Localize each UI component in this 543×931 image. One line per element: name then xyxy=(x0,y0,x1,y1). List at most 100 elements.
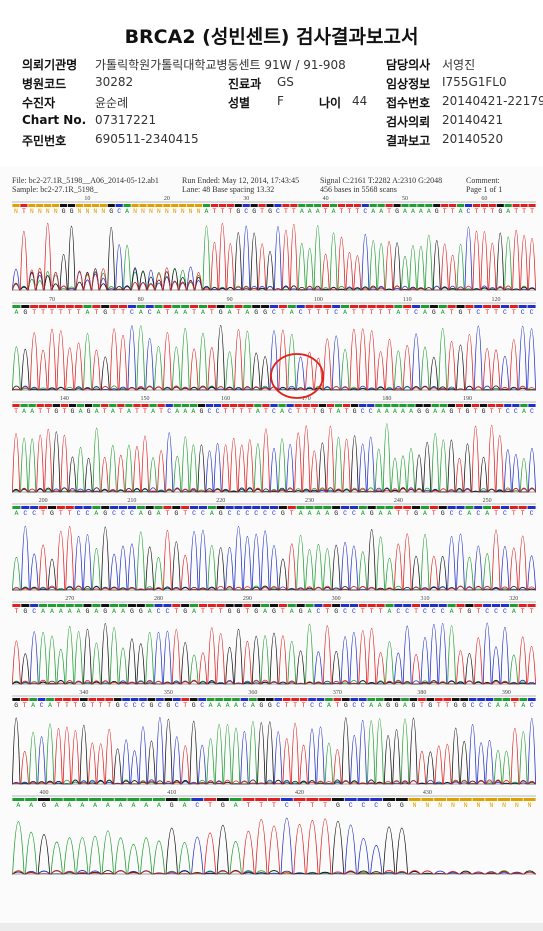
base-call: A xyxy=(403,702,407,709)
base-call: G xyxy=(103,510,107,517)
quality-mark xyxy=(512,404,520,407)
quality-mark xyxy=(136,305,145,308)
patient-value: 윤순례 xyxy=(95,96,129,110)
quality-mark xyxy=(136,506,145,509)
base-call: T xyxy=(32,309,36,316)
quality-mark xyxy=(341,506,350,509)
quality-mark xyxy=(165,798,178,801)
quality-mark xyxy=(243,305,252,308)
position-tick-label: 370 xyxy=(333,690,342,696)
base-call: A xyxy=(29,802,33,809)
position-tick-label: 220 xyxy=(216,498,225,504)
quality-mark xyxy=(341,604,350,607)
quality-mark xyxy=(344,798,357,801)
quality-mark xyxy=(181,305,190,308)
quality-mark xyxy=(110,305,119,308)
base-call: A xyxy=(14,309,18,316)
quality-mark xyxy=(451,698,460,701)
base-call: T xyxy=(281,309,285,316)
quality-mark xyxy=(480,204,488,207)
quality-mark xyxy=(409,698,418,701)
base-call: G xyxy=(130,608,134,615)
base-call: T xyxy=(281,608,285,615)
department-value: GS xyxy=(277,75,294,89)
base-call: C xyxy=(521,309,525,316)
quality-mark xyxy=(190,604,199,607)
position-tick-label: 70 xyxy=(49,297,55,303)
quality-mark xyxy=(234,604,243,607)
base-call: G xyxy=(259,702,263,709)
base-call: C xyxy=(192,510,196,517)
base-call: G xyxy=(103,309,107,316)
base-call: G xyxy=(414,510,418,517)
quality-mark xyxy=(234,506,243,509)
chromatogram-page: File: bc2-27.1R_5198__A06_2014-05-12.ab1… xyxy=(0,166,543,923)
quality-mark xyxy=(268,798,280,801)
base-call: A xyxy=(290,309,294,316)
quality-mark xyxy=(403,305,412,308)
base-call: G xyxy=(459,309,463,316)
quality-mark xyxy=(118,604,128,607)
base-call: A xyxy=(175,408,179,415)
trace-T-line xyxy=(12,526,536,591)
quality-mark xyxy=(333,698,342,701)
quality-mark xyxy=(127,506,136,509)
base-call: T xyxy=(232,408,236,415)
quality-mark xyxy=(163,305,172,308)
trace-T-line xyxy=(12,424,536,493)
quality-mark xyxy=(234,305,243,308)
quality-mark xyxy=(465,604,474,607)
quality-mark xyxy=(155,204,163,207)
base-call: C xyxy=(242,702,246,709)
base-call: T xyxy=(103,408,107,415)
base-call: C xyxy=(361,408,365,415)
base-call: N xyxy=(489,802,493,809)
base-call: T xyxy=(335,702,339,709)
quality-mark xyxy=(290,204,298,207)
base-call: T xyxy=(219,608,223,615)
base-call: A xyxy=(183,802,187,809)
quality-mark xyxy=(318,404,326,407)
position-tick-label: 380 xyxy=(417,690,426,696)
quality-mark xyxy=(367,404,375,407)
base-call: G xyxy=(482,408,486,415)
base-call: A xyxy=(433,408,437,415)
base-call: A xyxy=(112,608,116,615)
position-tick-label: 390 xyxy=(502,690,511,696)
position-tick-label: 340 xyxy=(79,690,88,696)
base-call: C xyxy=(244,208,248,215)
quality-mark xyxy=(412,506,421,509)
quality-mark xyxy=(154,305,163,308)
quality-mark xyxy=(56,506,65,509)
base-call: T xyxy=(210,309,214,316)
quality-mark xyxy=(205,404,214,407)
base-call: A xyxy=(86,309,90,316)
base-call: C xyxy=(423,608,427,615)
quality-mark xyxy=(350,404,359,407)
base-call: T xyxy=(121,309,125,316)
quality-mark xyxy=(243,604,252,607)
base-call: A xyxy=(316,510,320,517)
base-call: T xyxy=(183,510,187,517)
quality-mark xyxy=(407,404,415,407)
quality-mark xyxy=(294,404,302,407)
quality-mark xyxy=(47,305,57,308)
position-tick-label: 120 xyxy=(492,297,501,303)
page-bottom-bar xyxy=(0,923,543,931)
base-call: T xyxy=(304,408,308,415)
base-call: A xyxy=(68,608,72,615)
base-call: G xyxy=(386,702,390,709)
sex-label: 성별 xyxy=(228,96,251,110)
base-call: A xyxy=(467,510,471,517)
base-call: T xyxy=(323,802,327,809)
quality-mark xyxy=(420,604,430,607)
base-call: A xyxy=(121,608,125,615)
base-call: A xyxy=(379,510,383,517)
base-call: T xyxy=(530,608,534,615)
quality-mark xyxy=(20,204,28,207)
trace-C-line xyxy=(12,817,536,875)
quality-mark xyxy=(101,506,110,509)
quality-mark xyxy=(179,204,187,207)
base-call: A xyxy=(31,702,35,709)
